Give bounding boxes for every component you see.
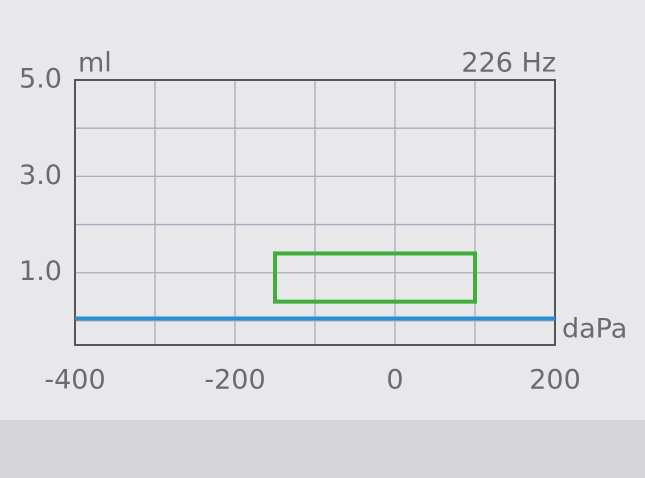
x-tick-label: -200 (204, 365, 265, 396)
screen-bezel (0, 420, 645, 478)
y-tick-label: 1.0 (19, 256, 62, 287)
x-tick-label: -400 (44, 365, 105, 396)
chart: ml 226 Hz daPa 1.0 3.0 5.0 -400 -200 0 200 (0, 0, 645, 478)
y-tick-label: 5.0 (19, 64, 62, 95)
y-tick-label: 3.0 (19, 160, 62, 191)
page: ml 226 Hz daPa 1.03.05.0-400-2000200 (()… (0, 0, 645, 478)
x-tick-label: 0 (386, 365, 403, 396)
probe-frequency: 226 Hz (461, 48, 556, 79)
y-axis-unit: ml (78, 48, 112, 79)
x-axis-unit: daPa (562, 314, 627, 345)
x-tick-label: 200 (529, 365, 581, 396)
